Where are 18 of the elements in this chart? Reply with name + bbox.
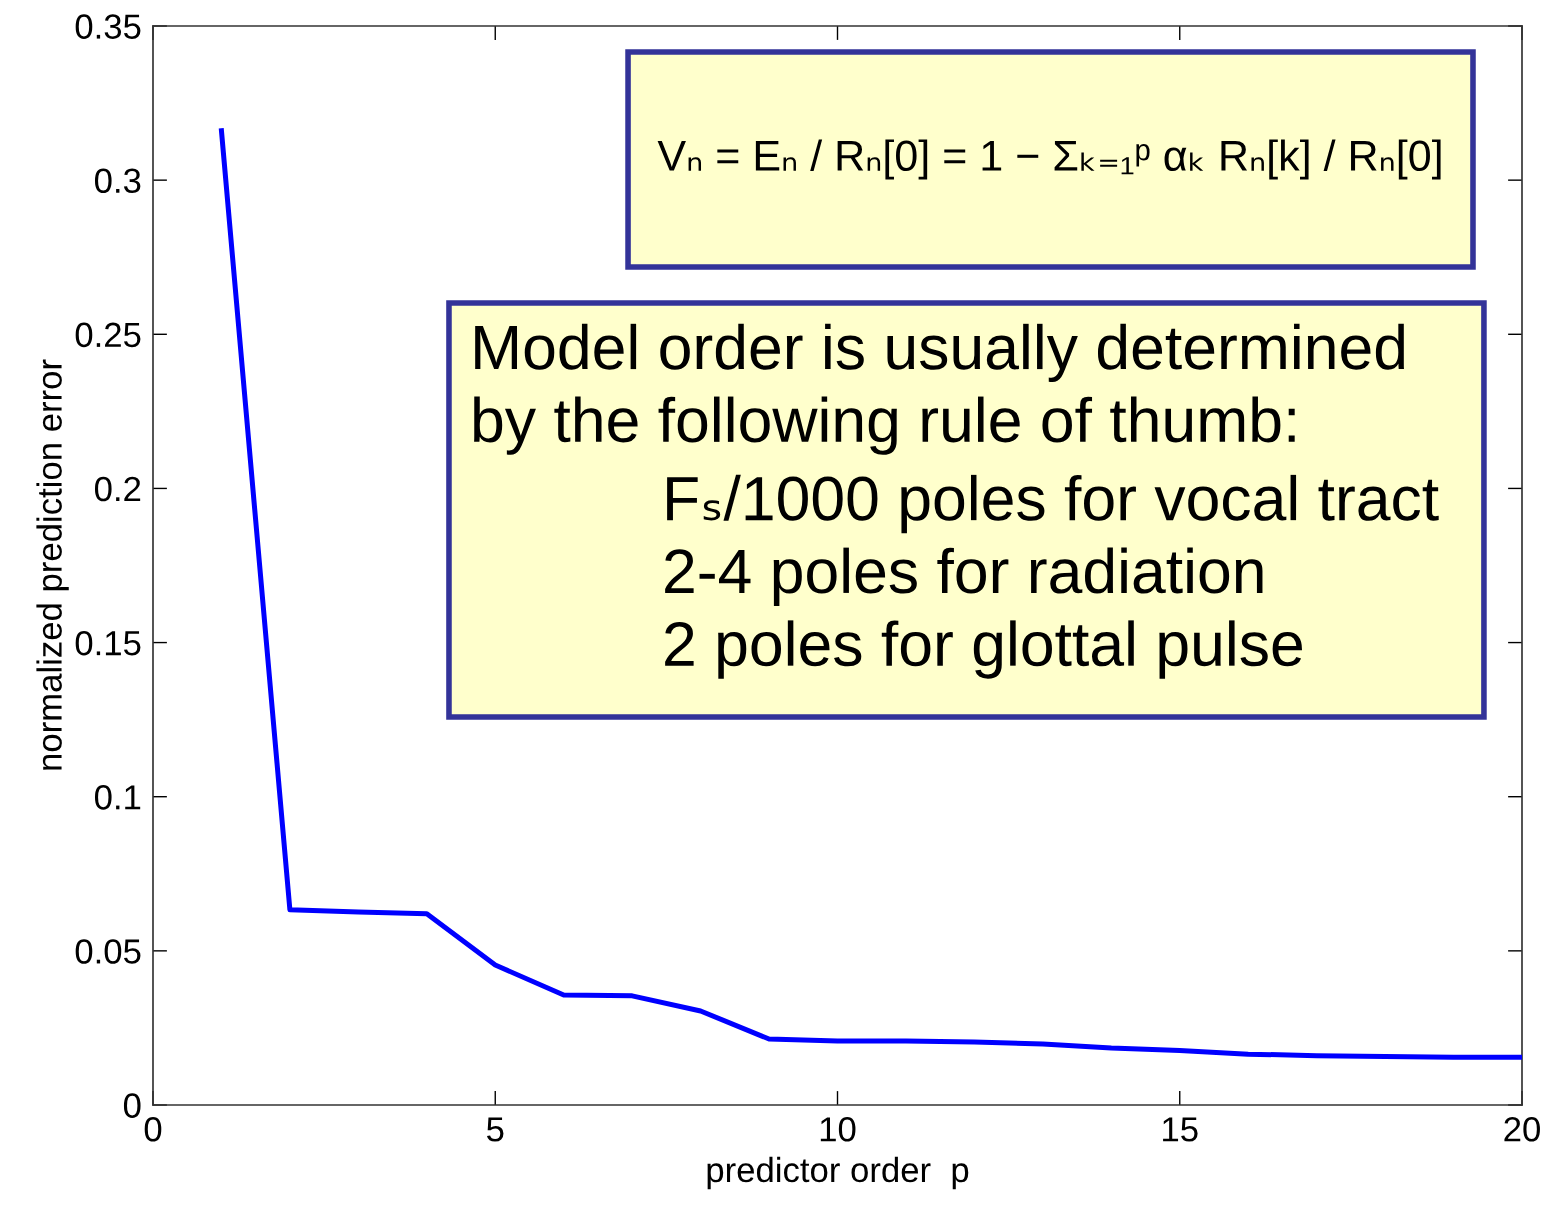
y-tick-label: 0.2 xyxy=(94,476,141,502)
annotation: Fₛ/1000 poles for vocal tract 2-4 poles for radiation 2 poles for glottal pulse xyxy=(665,474,1439,679)
y-tick-label: 0.1 xyxy=(94,785,141,810)
y-tick-label: 0.35 xyxy=(75,14,141,39)
y-tick-label: 0.15 xyxy=(75,630,141,656)
y-axis-title: normalized prediction error xyxy=(36,359,69,770)
annotation: Model order is usually determined by the following rule of thumb: xyxy=(474,323,1404,455)
x-tick-label: 15 xyxy=(1163,1117,1198,1142)
x-axis-title: predictor order p xyxy=(707,1156,969,1190)
x-tick-label: 5 xyxy=(486,1117,504,1142)
x-tick-label: 0 xyxy=(144,1117,162,1142)
x-tick-label: 10 xyxy=(820,1117,856,1142)
y-tick-label: 0.25 xyxy=(75,322,141,348)
annotation: Vₙ = Eₙ / Rₙ[0] = 1 − Σₖ₌₁ᵖ αₖ Rₙ[k] / Rₙ[0] xyxy=(657,139,1441,180)
y-tick-label: 0.3 xyxy=(94,168,141,194)
x-tick-label: 20 xyxy=(1504,1117,1540,1142)
y-tick-label: 0.05 xyxy=(75,939,141,964)
y-tick-label: 0 xyxy=(123,1093,141,1118)
